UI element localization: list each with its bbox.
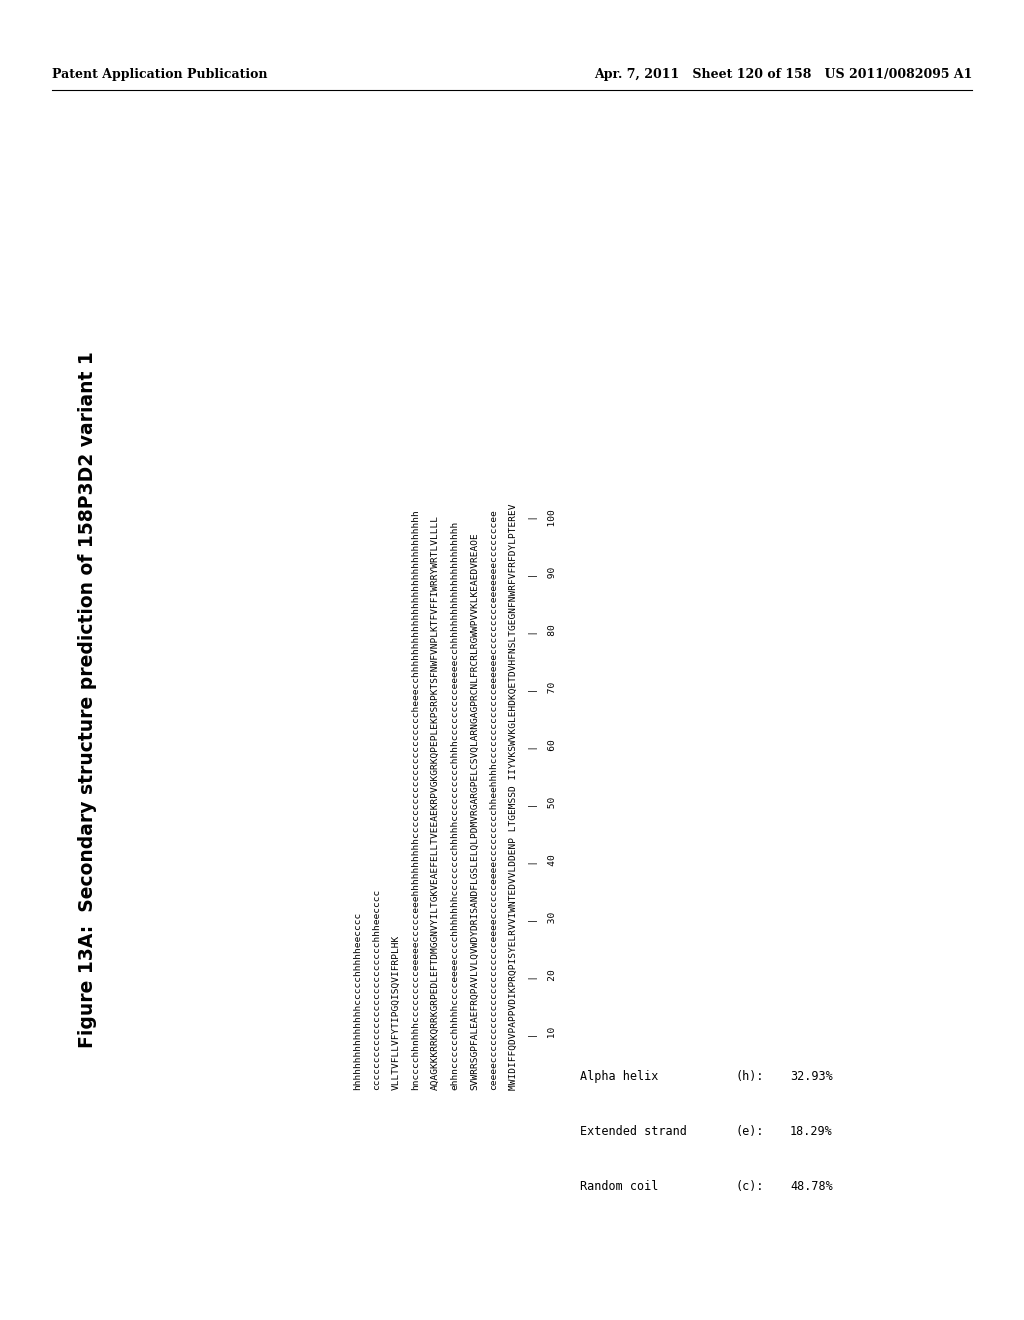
Text: Patent Application Publication: Patent Application Publication bbox=[52, 69, 267, 81]
Text: SVWRRSGPFALEAEFRQPAVLVLQVWDYDRISANDFLGSLELQLPDMVRGARGPELCSVQLARNGAGPRCNLFRCRLRGW: SVWRRSGPFALEAEFRQPAVLVLQVWDYDRISANDFLGSL… bbox=[470, 532, 479, 1090]
Text: 10        20        30        40        50        60        70        80        : 10 20 30 40 50 60 70 80 bbox=[548, 510, 557, 1090]
Text: Apr. 7, 2011   Sheet 120 of 158   US 2011/0082095 A1: Apr. 7, 2011 Sheet 120 of 158 US 2011/00… bbox=[594, 69, 972, 81]
Text: Figure 13A:  Secondary structure prediction of 158P3D2 variant 1: Figure 13A: Secondary structure predicti… bbox=[79, 351, 97, 1048]
Text: ceeeeccccccccccccccccccccceeeecccccceeeeccccccccchheehhhhccccccccccccceeeeeecccc: ceeeeccccccccccccccccccccceeeecccccceeee… bbox=[489, 510, 499, 1090]
Text: (e):: (e): bbox=[735, 1125, 764, 1138]
Text: 48.78%: 48.78% bbox=[790, 1180, 833, 1193]
Text: MWIDIFFQDVPAPPVDIKPRQPISYELRVVIWNTEDVVLDDENP LTGEMSSD IIYVKSWVKGLEHDKQETDVHFNSLT: MWIDIFFQDVPAPPVDIKPRQPISYELRVVIWNTEDVVLD… bbox=[509, 503, 518, 1090]
Text: Extended strand: Extended strand bbox=[580, 1125, 687, 1138]
Text: Alpha helix: Alpha helix bbox=[580, 1071, 658, 1082]
Text: (c):: (c): bbox=[735, 1180, 764, 1193]
Text: Random coil: Random coil bbox=[580, 1180, 658, 1193]
Text: (h):: (h): bbox=[735, 1071, 764, 1082]
Text: |         |         |         |         |         |         |         |         : | | | | | | | | bbox=[528, 515, 538, 1090]
Text: AQAGKKKRRKQRRKGRPEDLEFTDMGGNVYILTGKVEAEFELLTVEEAEKRPVGKGRKQPEPLEKPSRPKTSFNWFVNPL: AQAGKKKRRKQRRKGRPEDLEFTDMGGNVYILTGKVEAEF… bbox=[431, 515, 440, 1090]
Text: ehhncccccchhhhhcccceeeecccchhhhhhhcccccccchhhhhcccccccccchhhhccccccccceeeeecchhh: ehhncccccchhhhhcccceeeecccchhhhhhhcccccc… bbox=[451, 521, 460, 1090]
Text: VLLTVFLLVFYTIPGQISQVIFRPLHK: VLLTVFLLVFYTIPGQISQVIFRPLHK bbox=[392, 935, 401, 1090]
Text: hhhhhhhhhhhhhhhccccchhhhheecccc: hhhhhhhhhhhhhhhccccchhhhheecccc bbox=[353, 912, 362, 1090]
Text: cccccccccccccccccccccccccchhheecccc: cccccccccccccccccccccccccchhheecccc bbox=[373, 888, 382, 1090]
Text: hncccchhnhhhccccccccceeeeeccccceeehhhhhhhhhhccccccccccccccccccccccheeecchhhhhhhh: hncccchhnhhhccccccccceeeeeccccceeehhhhhh… bbox=[412, 510, 421, 1090]
Text: 32.93%: 32.93% bbox=[790, 1071, 833, 1082]
Text: 18.29%: 18.29% bbox=[790, 1125, 833, 1138]
